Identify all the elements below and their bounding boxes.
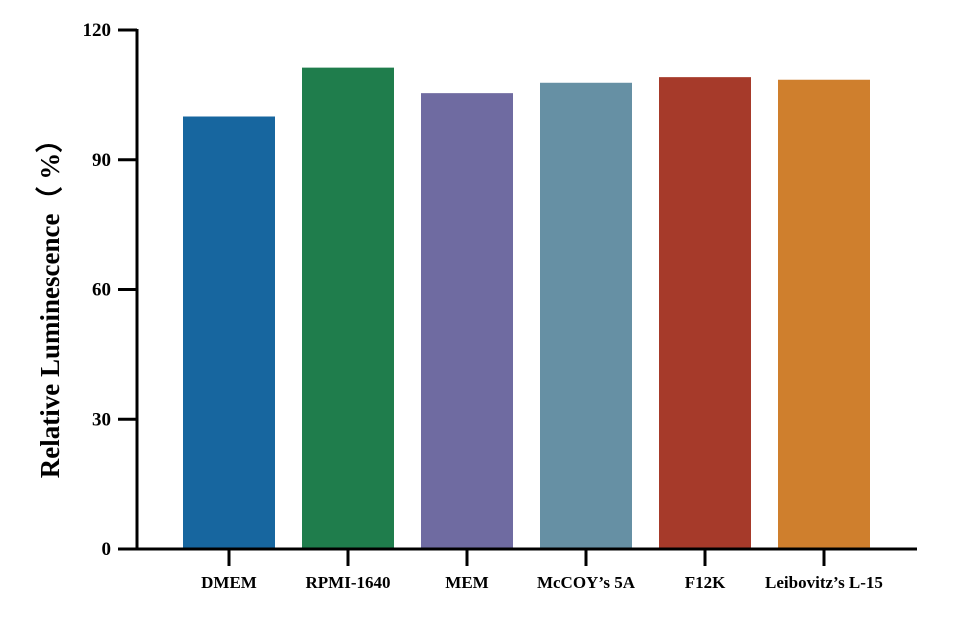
y-ticks: 0 30 60 90 120	[83, 20, 137, 560]
bars-layer	[183, 67, 870, 550]
y-tick-label: 90	[92, 150, 111, 171]
x-tick-label: DMEM	[201, 573, 257, 592]
bar	[302, 67, 394, 549]
y-tick-label: 0	[102, 539, 112, 560]
bar	[421, 93, 513, 550]
x-tick-label: F12K	[685, 573, 726, 592]
bar	[659, 77, 751, 549]
bar	[540, 82, 632, 549]
y-tick-label: 60	[92, 280, 111, 301]
bar	[778, 79, 870, 550]
x-tick-label: McCOY’s 5A	[537, 573, 636, 592]
x-tick-label: Leibovitz’s L-15	[765, 573, 883, 592]
x-tick-label: MEM	[445, 573, 488, 592]
y-tick-label: 30	[92, 409, 111, 430]
bar	[183, 116, 275, 549]
y-axis-title: Relative Luminescence（ %）	[35, 126, 65, 478]
x-ticks: DMEM RPMI-1640 MEM McCOY’s 5A F12K Leibovitz’…	[201, 549, 883, 592]
x-tick-label: RPMI-1640	[306, 573, 391, 592]
y-tick-label: 120	[83, 20, 112, 41]
